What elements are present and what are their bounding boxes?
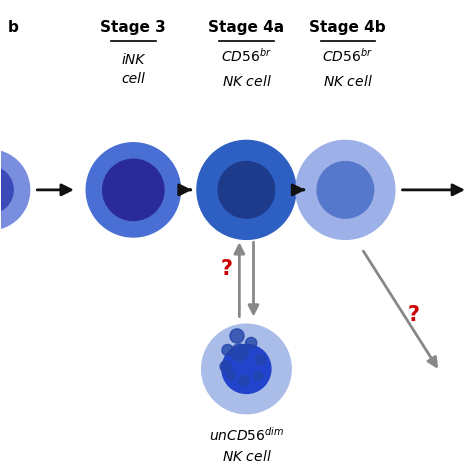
Circle shape — [230, 329, 244, 343]
Circle shape — [218, 162, 275, 218]
Circle shape — [296, 140, 395, 239]
Text: ?: ? — [408, 305, 419, 325]
Circle shape — [201, 324, 291, 414]
Circle shape — [197, 140, 296, 239]
Text: $\it{NK\ cell}$: $\it{NK\ cell}$ — [323, 74, 373, 89]
Circle shape — [0, 166, 13, 213]
Text: Stage 4a: Stage 4a — [209, 20, 284, 35]
Text: Stage 3: Stage 3 — [100, 20, 166, 35]
Circle shape — [222, 345, 233, 356]
Text: $\it{unCD56}^{\it{dim}}$: $\it{unCD56}^{\it{dim}}$ — [209, 426, 284, 444]
Text: b: b — [8, 20, 18, 35]
Text: $\it{CD56}^{\it{br}}$: $\it{CD56}^{\it{br}}$ — [221, 46, 272, 64]
Text: iNK
cell: iNK cell — [121, 53, 145, 86]
Text: $\it{CD56}^{\it{br}}$: $\it{CD56}^{\it{br}}$ — [322, 46, 373, 64]
Circle shape — [220, 361, 231, 372]
Circle shape — [0, 150, 30, 230]
Text: $\it{NK\ cell}$: $\it{NK\ cell}$ — [221, 448, 271, 464]
Circle shape — [239, 375, 249, 386]
Circle shape — [317, 162, 374, 218]
Text: ?: ? — [220, 259, 232, 279]
Circle shape — [255, 355, 266, 365]
Circle shape — [246, 337, 257, 349]
Circle shape — [86, 143, 181, 237]
Circle shape — [254, 372, 263, 380]
Circle shape — [103, 159, 164, 220]
Text: $\it{NK\ cell}$: $\it{NK\ cell}$ — [221, 74, 271, 89]
Circle shape — [222, 345, 271, 393]
Text: Stage 4b: Stage 4b — [310, 20, 386, 35]
Circle shape — [231, 344, 248, 361]
Circle shape — [227, 372, 235, 380]
